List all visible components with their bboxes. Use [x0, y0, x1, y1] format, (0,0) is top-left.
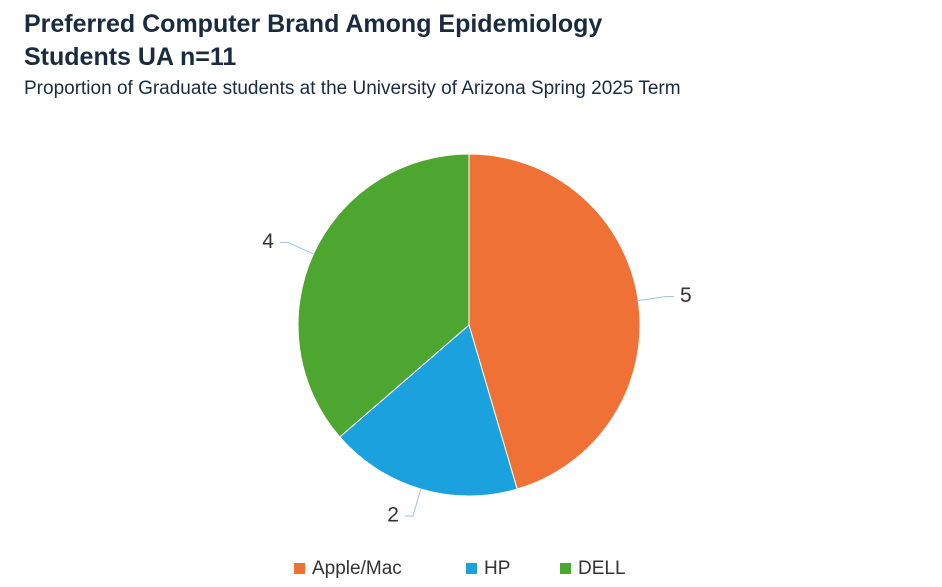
legend-label: DELL [578, 558, 626, 579]
pie-slice [468, 153, 641, 490]
leader-line [638, 296, 674, 302]
pie-slice [339, 324, 518, 497]
data-label: 4 [262, 230, 274, 253]
pie-slice [297, 153, 470, 438]
chart-subtitle: Proportion of Graduate students at the U… [24, 78, 681, 99]
legend-swatch [294, 563, 305, 574]
leader-line [279, 241, 314, 255]
legend-label: HP [484, 558, 510, 579]
leader-line [404, 488, 422, 517]
legend-label: Apple/Mac [312, 558, 402, 579]
data-label: 5 [680, 284, 692, 307]
data-label: 2 [387, 503, 399, 526]
legend-swatch [560, 563, 571, 574]
chart-title: Preferred Computer Brand Among Epidemiol… [24, 10, 603, 71]
legend-swatch [466, 563, 477, 574]
